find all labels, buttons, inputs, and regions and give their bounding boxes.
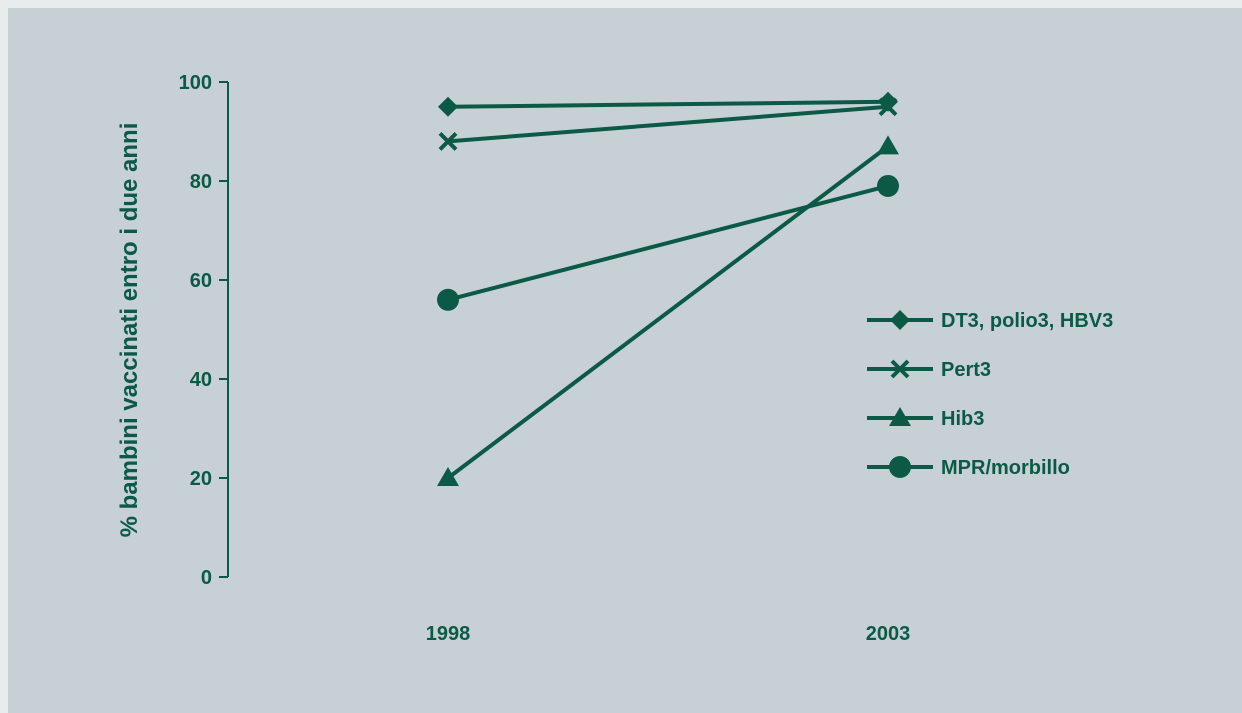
data-point	[877, 135, 899, 155]
y-tick-label: 20	[190, 468, 212, 490]
legend-item: Hib3	[867, 407, 984, 430]
x-tick-label: 2003	[866, 623, 911, 645]
series-2	[437, 135, 899, 486]
legend-item: DT3, polio3, HBV3	[867, 310, 1113, 332]
data-point-stroke-b	[878, 97, 898, 117]
legend-label: DT3, polio3, HBV3	[941, 310, 1113, 332]
legend-marker	[889, 456, 911, 478]
y-tick-label: 80	[190, 171, 212, 193]
legend-marker	[890, 359, 910, 379]
x-ticks: 1998 2003	[426, 623, 911, 645]
y-tick-label: 60	[190, 270, 212, 292]
data-point	[877, 174, 899, 197]
legend-label: MPR/morbillo	[941, 457, 1070, 479]
data-point	[437, 288, 459, 311]
series-line	[447, 104, 889, 144]
legend-label: Pert3	[941, 359, 991, 381]
series-line	[446, 144, 890, 480]
series-line	[447, 99, 889, 109]
series-3	[437, 174, 899, 311]
data-point	[438, 96, 458, 117]
legend: DT3, polio3, HBV3 Pert3 Hib3 MPR/morbillo	[867, 310, 1113, 479]
legend-item: MPR/morbillo	[867, 456, 1070, 479]
x-tick-label: 1998	[426, 623, 471, 645]
data-point	[878, 97, 898, 117]
y-ticks: 0 20 40 60 80 100	[179, 72, 228, 589]
data-point	[437, 467, 459, 486]
legend-item: Pert3	[867, 359, 991, 381]
data-point	[438, 131, 458, 151]
y-tick-label: 0	[201, 567, 212, 589]
legend-marker-stroke-b	[890, 359, 910, 379]
data-point-stroke-b	[438, 131, 458, 151]
series-1	[438, 97, 898, 151]
y-tick-label: 40	[190, 369, 212, 391]
series-group	[437, 91, 899, 486]
legend-marker	[890, 310, 910, 330]
legend-marker	[889, 407, 911, 426]
y-axis-title: % bambini vaccinati entro i due anni	[116, 123, 143, 538]
series-line	[447, 184, 889, 302]
y-tick-label: 100	[179, 72, 212, 94]
legend-label: Hib3	[941, 408, 984, 430]
